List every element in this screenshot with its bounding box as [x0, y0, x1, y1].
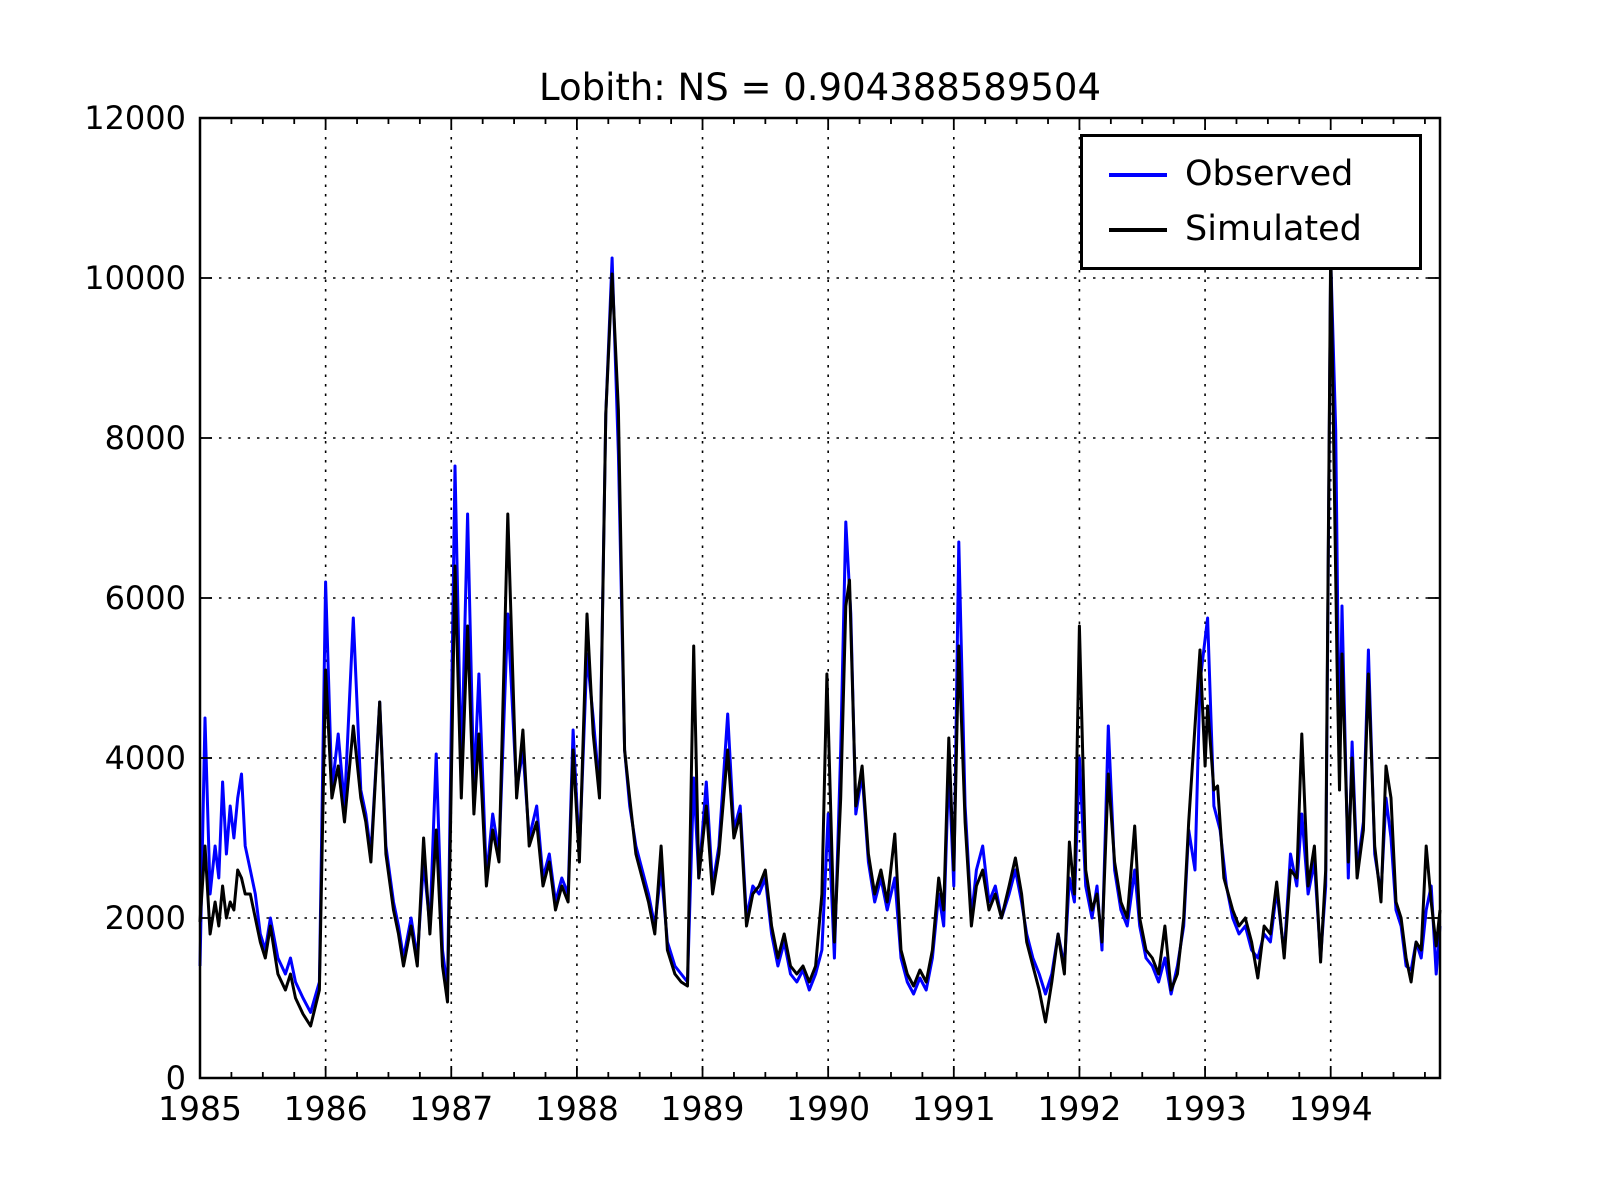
legend-label-simulated: Simulated [1185, 209, 1362, 249]
y-tick-label: 2000 [105, 899, 186, 937]
simulated-series-line [198, 244, 1442, 1028]
y-tick-label: 4000 [105, 739, 186, 777]
x-tick-label: 1985 [158, 1089, 242, 1128]
x-tick-label: 1987 [409, 1089, 493, 1128]
legend-label-observed: Observed [1185, 154, 1354, 194]
chart-title: Lobith: NS = 0.904388589504 [539, 66, 1101, 109]
x-tick-label: 1991 [912, 1089, 996, 1128]
legend: Observed Simulated [1080, 134, 1422, 270]
series-lines [198, 244, 1442, 1028]
simulated-line-sample [1109, 227, 1167, 232]
y-tick-label: 6000 [105, 579, 186, 617]
x-tick-label: 1990 [786, 1089, 870, 1128]
x-tick-label: 1994 [1289, 1089, 1373, 1128]
axis-tick-labels: 0 2000 4000 6000 8000 10000 12000 1985 1986 1987 1… [84, 99, 1372, 1128]
y-tick-label: 12000 [84, 99, 186, 137]
x-tick-label: 1989 [661, 1089, 745, 1128]
legend-item-observed: Observed [1083, 157, 1419, 192]
axis-ticks [199, 117, 1440, 1079]
x-tick-label: 1992 [1037, 1089, 1121, 1128]
legend-item-simulated: Simulated [1083, 212, 1419, 247]
observed-line-sample [1109, 172, 1167, 177]
y-tick-label: 8000 [105, 419, 186, 457]
x-tick-label: 1986 [284, 1089, 368, 1128]
x-tick-label: 1993 [1163, 1089, 1247, 1128]
y-tick-label: 10000 [84, 259, 186, 297]
y-tick-label: 0 [166, 1059, 186, 1097]
x-tick-label: 1988 [535, 1089, 619, 1128]
